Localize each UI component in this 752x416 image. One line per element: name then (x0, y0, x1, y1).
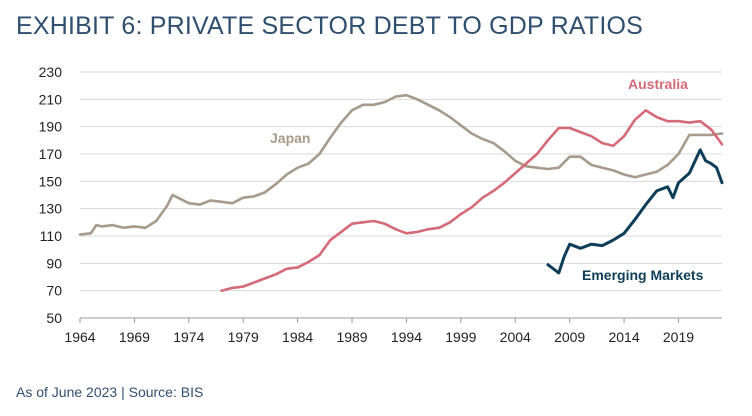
source-note: As of June 2023 | Source: BIS (16, 384, 204, 400)
x-tick-label: 1984 (282, 329, 313, 345)
y-tick-label: 50 (46, 310, 62, 326)
y-tick-label: 170 (39, 146, 63, 162)
x-tick-label: 1964 (64, 329, 95, 345)
australia-line (220, 109, 724, 292)
australia-label: Australia (628, 76, 688, 92)
x-tick-label: 2009 (554, 329, 585, 345)
x-tick-label: 2004 (500, 329, 531, 345)
emerging-markets-label: Emerging Markets (582, 267, 704, 283)
y-tick-label: 210 (39, 91, 63, 107)
x-axis-ticks: 1964 1969 1974 1979 1984 1989 1994 1999 2004 2009… (64, 318, 694, 345)
series-lines (78, 93, 724, 292)
japan-label: Japan (270, 130, 310, 146)
y-tick-label: 70 (46, 283, 62, 299)
x-tick-label: 1974 (173, 329, 204, 345)
y-axis-ticks: 50 70 90 110 130 150 170 190 210 230 (39, 64, 63, 326)
japan-line (78, 93, 724, 236)
x-tick-label: 1979 (228, 329, 259, 345)
y-tick-label: 230 (39, 64, 63, 80)
x-tick-label: 2019 (663, 329, 694, 345)
y-tick-label: 130 (39, 201, 63, 217)
gridlines (80, 71, 722, 319)
y-tick-label: 150 (39, 173, 63, 189)
y-tick-label: 90 (46, 255, 62, 271)
emerging-markets-line (546, 148, 724, 275)
x-tick-label: 1969 (119, 329, 150, 345)
x-tick-label: 2014 (608, 329, 639, 345)
x-tick-label: 1989 (336, 329, 367, 345)
series-labels: Japan Australia Emerging Markets (270, 76, 704, 283)
y-tick-label: 190 (39, 119, 63, 135)
page-title: EXHIBIT 6: PRIVATE SECTOR DEBT TO GDP RA… (16, 12, 644, 40)
x-tick-label: 1999 (445, 329, 476, 345)
y-tick-label: 110 (40, 228, 63, 244)
x-tick-label: 1994 (391, 329, 422, 345)
